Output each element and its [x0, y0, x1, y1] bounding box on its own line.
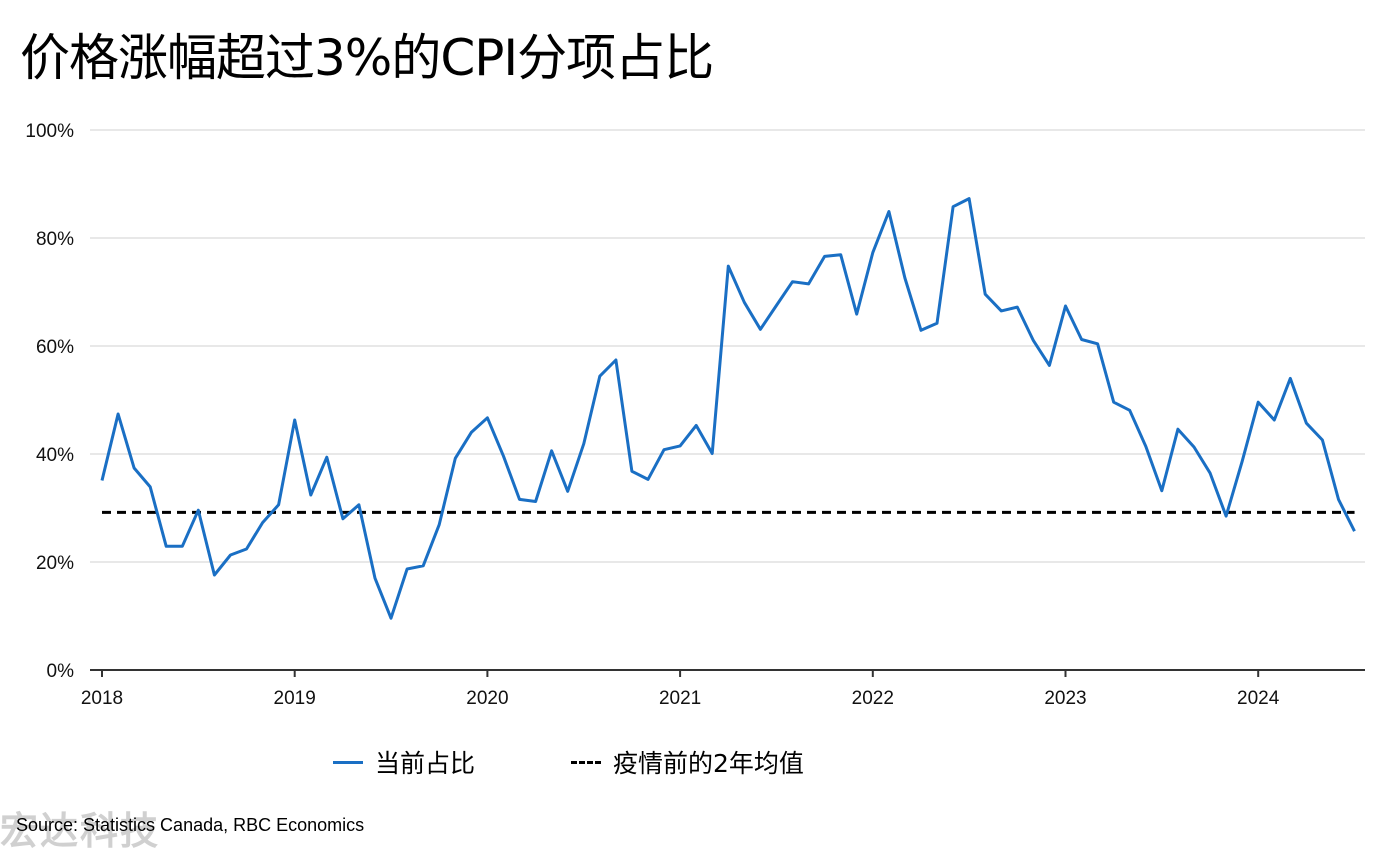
y-axis-labels: 0% 20% 40% 60% 80% 100%	[25, 121, 74, 682]
legend-swatch-baseline	[571, 760, 601, 764]
y-tick-label: 20%	[36, 553, 74, 574]
x-tick-label: 2023	[1044, 688, 1086, 709]
x-axis: 2018 2019 2020 2021 2022 2023 2024	[81, 669, 1365, 709]
y-tick-label: 60%	[36, 337, 74, 358]
legend-item-current: 当前占比	[333, 742, 475, 782]
y-tick-label: 40%	[36, 445, 74, 466]
series-lines	[100, 197, 1356, 620]
x-tick-label: 2022	[852, 688, 894, 709]
y-tick-label: 80%	[36, 229, 74, 250]
x-tick-label: 2024	[1237, 688, 1280, 709]
legend: 当前占比 疫情前的2年均值	[0, 742, 1392, 782]
legend-label-baseline: 疫情前的2年均值	[613, 749, 804, 778]
legend-swatch-current	[333, 760, 363, 764]
y-tick-label: 0%	[47, 661, 75, 682]
legend-item-baseline: 疫情前的2年均值	[571, 742, 804, 782]
line-chart: 0%20%40%60%80%100% 2018 2019 2020 2021 2022 2…	[25, 121, 1365, 709]
series-line-current	[100, 197, 1356, 620]
x-tick-label: 2020	[466, 688, 508, 709]
source-note: Source: Statistics Canada, RBC Economics	[16, 815, 365, 835]
legend-label-current: 当前占比	[375, 749, 476, 778]
y-tick-label: 100%	[25, 121, 74, 142]
x-tick-label: 2021	[659, 688, 701, 709]
x-tick-label: 2019	[274, 688, 316, 709]
x-tick-label: 2018	[81, 688, 123, 709]
chart-title: 价格涨幅超过3%的CPI分项占比	[20, 29, 714, 87]
